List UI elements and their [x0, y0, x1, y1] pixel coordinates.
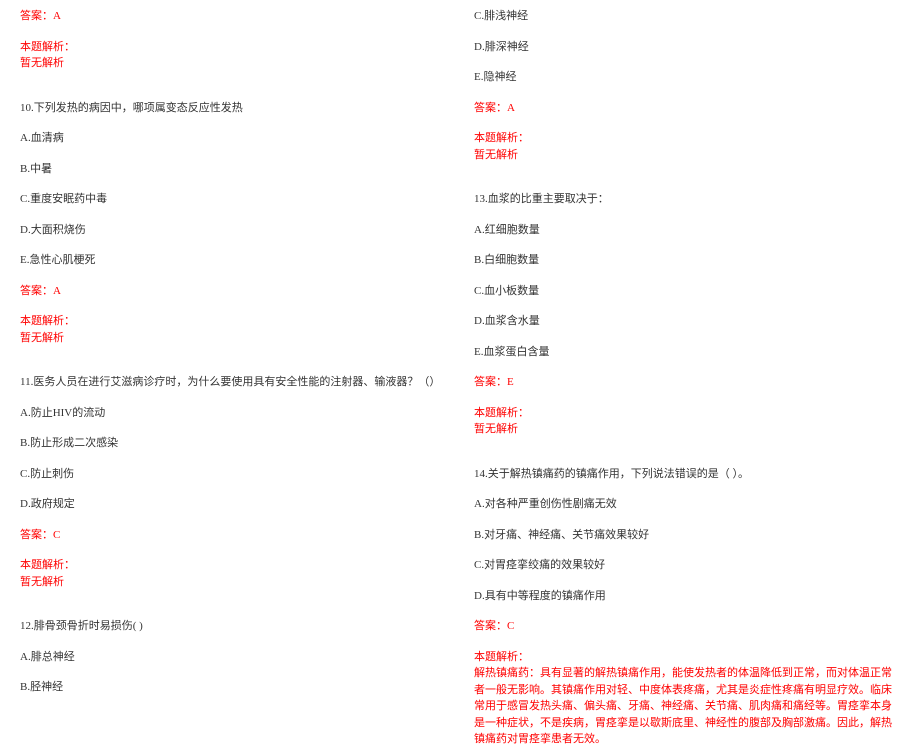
q11-answer: 答案：C	[20, 527, 446, 544]
q12-opt-e: E.隐神经	[474, 69, 900, 86]
q14-stem: 14.关于解热镇痛药的镇痛作用，下列说法错误的是（ ）。	[474, 466, 900, 483]
q11-opt-a: A.防止HIV的流动	[20, 405, 446, 422]
q10-answer: 答案：A	[20, 283, 446, 300]
q14-opt-c: C.对胃痉挛绞痛的效果较好	[474, 557, 900, 574]
q11-opt-d: D.政府规定	[20, 496, 446, 513]
q10-analysis-label: 本题解析：	[20, 313, 446, 330]
q13-stem: 13.血浆的比重主要取决于：	[474, 191, 900, 208]
q14-opt-b: B.对牙痛、神经痛、关节痛效果较好	[474, 527, 900, 544]
q14-answer: 答案：C	[474, 618, 900, 635]
q13-opt-c: C.血小板数量	[474, 283, 900, 300]
q13-opt-e: E.血浆蛋白含量	[474, 344, 900, 361]
q11-opt-b: B.防止形成二次感染	[20, 435, 446, 452]
prev-answer: 答案：A	[20, 8, 446, 25]
q10-opt-a: A.血清病	[20, 130, 446, 147]
q13-analysis-label: 本题解析：	[474, 405, 900, 422]
q12-opt-d: D.腓深神经	[474, 39, 900, 56]
q11-analysis-none: 暂无解析	[20, 574, 446, 591]
q12-analysis-none: 暂无解析	[474, 147, 900, 164]
q12-stem: 12.腓骨颈骨折时易损伤( )	[20, 618, 446, 635]
q13-opt-d: D.血浆含水量	[474, 313, 900, 330]
q13-analysis-none: 暂无解析	[474, 421, 900, 438]
q11-analysis-label: 本题解析：	[20, 557, 446, 574]
q10-opt-c: C.重度安眠药中毒	[20, 191, 446, 208]
prev-analysis-none: 暂无解析	[20, 55, 446, 72]
left-column: 答案：A 本题解析： 暂无解析 10.下列发热的病因中，哪项属变态反应性发热 A…	[20, 8, 446, 748]
q12-opt-b: B.胫神经	[20, 679, 446, 696]
q12-opt-c: C.腓浅神经	[474, 8, 900, 25]
q12-answer: 答案：A	[474, 100, 900, 117]
prev-analysis-label: 本题解析：	[20, 39, 446, 56]
q10-opt-b: B.中暑	[20, 161, 446, 178]
q14-opt-a: A.对各种严重创伤性剧痛无效	[474, 496, 900, 513]
q10-analysis-none: 暂无解析	[20, 330, 446, 347]
q11-opt-c: C.防止刺伤	[20, 466, 446, 483]
q13-answer: 答案：E	[474, 374, 900, 391]
q14-opt-d: D.具有中等程度的镇痛作用	[474, 588, 900, 605]
q14-analysis-body: 解热镇痛药：具有显著的解热镇痛作用，能使发热者的体温降低到正常，而对体温正常者一…	[474, 665, 900, 748]
q13-opt-a: A.红细胞数量	[474, 222, 900, 239]
q13-opt-b: B.白细胞数量	[474, 252, 900, 269]
q10-opt-e: E.急性心肌梗死	[20, 252, 446, 269]
q10-opt-d: D.大面积烧伤	[20, 222, 446, 239]
q12-analysis-label: 本题解析：	[474, 130, 900, 147]
q10-stem: 10.下列发热的病因中，哪项属变态反应性发热	[20, 100, 446, 117]
q11-stem: 11.医务人员在进行艾滋病诊疗时，为什么要使用具有安全性能的注射器、输液器？（）	[20, 374, 446, 391]
right-column: C.腓浅神经 D.腓深神经 E.隐神经 答案：A 本题解析： 暂无解析 13.血…	[474, 8, 900, 748]
